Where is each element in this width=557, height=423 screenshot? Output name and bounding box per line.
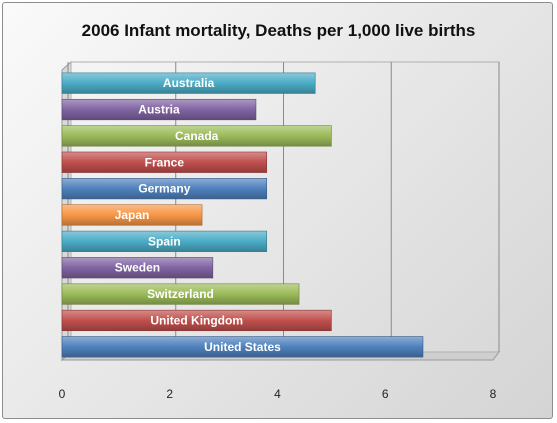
bar-label: Sweden — [115, 261, 160, 275]
bar-label: United States — [204, 340, 281, 354]
bar-label: Australia — [163, 76, 215, 90]
x-tick-label: 4 — [274, 387, 281, 401]
bar — [61, 151, 268, 173]
x-tick-label: 6 — [382, 387, 389, 401]
bar-label: Spain — [148, 234, 181, 248]
bar-label: Japan — [115, 208, 150, 222]
bar-label: Germany — [138, 182, 190, 196]
x-tick-label: 8 — [490, 387, 497, 401]
bar — [61, 283, 300, 305]
bar-label: United Kingdom — [150, 313, 243, 327]
x-tick-label: 2 — [166, 387, 173, 401]
bar-label: Canada — [175, 129, 219, 143]
bar — [61, 257, 214, 279]
bar — [61, 336, 424, 358]
bar — [61, 230, 268, 252]
bar — [61, 125, 332, 147]
x-tick-label: 0 — [59, 387, 66, 401]
bar-label: Switzerland — [147, 287, 214, 301]
bar — [61, 178, 268, 200]
bar — [61, 98, 257, 121]
bar — [61, 72, 316, 94]
bar-label: France — [145, 155, 185, 169]
bar — [61, 204, 203, 226]
chart-title: 2006 Infant mortality, Deaths per 1,000 … — [81, 21, 476, 40]
bar-label: Austria — [138, 103, 180, 117]
bar — [61, 309, 332, 332]
